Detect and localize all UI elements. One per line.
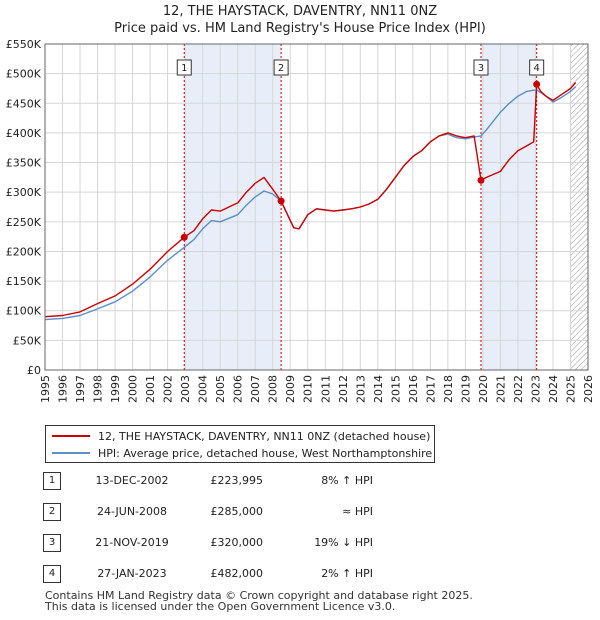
x-tick-label: 2016 — [407, 375, 420, 403]
x-tick-label: 2007 — [249, 375, 262, 403]
legend: 12, THE HAYSTACK, DAVENTRY, NN11 0NZ (de… — [45, 425, 435, 463]
marker-label: 2 — [278, 63, 284, 74]
marker-label-box — [473, 59, 489, 76]
sale-point — [277, 197, 285, 205]
x-tick-label: 2009 — [284, 375, 297, 403]
series-line-property — [44, 82, 577, 318]
y-tick-label: £100K — [6, 305, 42, 318]
transaction-hpi: 8% ↑ HPI — [321, 474, 373, 487]
x-tick-label: 2020 — [477, 375, 490, 403]
x-tick-label: 2004 — [197, 375, 210, 403]
y-tick-label: £300K — [6, 186, 42, 199]
x-tick-label: 2024 — [547, 375, 560, 403]
y-tick-label: £500K — [6, 68, 42, 81]
y-tick-label: £550K — [6, 38, 42, 51]
x-tick-label: 1995 — [39, 375, 52, 403]
legend-swatch-property — [52, 435, 90, 437]
sale-point — [477, 176, 485, 184]
transaction-hpi: 2% ↑ HPI — [321, 567, 373, 580]
x-tick-label: 2026 — [582, 375, 595, 403]
transaction-number: 4 — [43, 565, 61, 583]
x-tick-label: 2005 — [214, 375, 227, 403]
sale-point — [533, 80, 541, 88]
forecast-hatch — [570, 44, 588, 370]
plot-frame — [44, 43, 589, 371]
transaction-date: 13-DEC-2002 — [95, 474, 169, 487]
x-tick-label: 1997 — [74, 375, 87, 403]
transaction-price: £285,000 — [210, 505, 264, 518]
chart-title: 12, THE HAYSTACK, DAVENTRY, NN11 0NZ — [162, 4, 438, 19]
footer-line-1: Contains HM Land Registry data © Crown c… — [45, 589, 473, 602]
x-tick-label: 2003 — [179, 375, 192, 403]
x-tick-label: 2025 — [564, 375, 577, 403]
x-tick-label: 2008 — [267, 375, 280, 403]
transaction-price: £223,995 — [210, 474, 264, 487]
marker-label-box — [529, 59, 545, 76]
x-tick-label: 2006 — [232, 375, 245, 403]
x-tick-label: 1998 — [92, 375, 105, 403]
sale-point — [180, 233, 188, 241]
y-tick-label: £50K — [13, 334, 42, 347]
x-tick-label: 2002 — [162, 375, 175, 403]
x-tick-label: 2010 — [302, 375, 315, 403]
marker-label-box — [273, 59, 289, 76]
y-tick-label: £200K — [6, 245, 42, 258]
legend-item-hpi: HPI: Average price, detached house, West… — [52, 445, 432, 461]
legend-swatch-hpi — [52, 452, 90, 454]
transaction-number: 1 — [43, 472, 61, 490]
transaction-date: 27-JAN-2023 — [97, 567, 167, 580]
transaction-hpi: 19% ↓ HPI — [314, 536, 373, 549]
y-tick-label: £250K — [6, 216, 42, 229]
chart-area: £0 £50K £100K £150K £200K £250K £300K £350K £400… — [6, 38, 595, 403]
y-tick-label: £400K — [6, 127, 42, 140]
y-tick-label: £0 — [27, 364, 41, 377]
transaction-number: 2 — [43, 503, 61, 521]
x-tick-label: 2001 — [144, 375, 157, 403]
footer: Contains HM Land Registry data © Crown c… — [45, 590, 473, 612]
marker-label: 3 — [478, 63, 484, 74]
marker-label-box — [176, 59, 192, 76]
legend-label-hpi: HPI: Average price, detached house, West… — [98, 446, 433, 460]
shaded-period — [480, 44, 537, 370]
y-tick-label: £150K — [6, 275, 42, 288]
x-tick-label: 2011 — [319, 375, 332, 403]
x-tick-label: 2014 — [372, 375, 385, 403]
x-tick-label: 2015 — [389, 375, 402, 403]
legend-item-property: 12, THE HAYSTACK, DAVENTRY, NN11 0NZ (de… — [52, 428, 430, 444]
x-tick-label: 2021 — [494, 375, 507, 403]
x-tick-label: 2019 — [459, 375, 472, 403]
x-tick-label: 2017 — [424, 375, 437, 403]
y-tick-label: £350K — [6, 157, 42, 170]
transaction-number: 3 — [43, 534, 61, 552]
transaction-price: £482,000 — [210, 567, 264, 580]
x-tick-label: 2013 — [354, 375, 367, 403]
footer-line-2: This data is licensed under the Open Gov… — [45, 600, 396, 613]
x-tick-label: 2012 — [337, 375, 350, 403]
x-tick-label: 2023 — [529, 375, 542, 403]
chart-subtitle: Price paid vs. HM Land Registry's House … — [114, 21, 486, 36]
transaction-price: £320,000 — [210, 536, 264, 549]
transaction-date: 24-JUN-2008 — [96, 505, 168, 518]
marker-label: 1 — [181, 63, 187, 74]
x-tick-label: 1996 — [57, 375, 70, 403]
marker-label: 4 — [533, 63, 539, 74]
x-tick-label: 2000 — [127, 375, 140, 403]
x-tick-label: 2018 — [442, 375, 455, 403]
shaded-period — [184, 44, 282, 370]
transaction-hpi: ≈ HPI — [342, 505, 373, 518]
legend-label-property: 12, THE HAYSTACK, DAVENTRY, NN11 0NZ (de… — [98, 429, 431, 443]
x-tick-label: 2022 — [512, 375, 525, 403]
x-tick-label: 1999 — [109, 375, 122, 403]
y-tick-label: £450K — [6, 97, 42, 110]
transaction-date: 21-NOV-2019 — [95, 536, 169, 549]
